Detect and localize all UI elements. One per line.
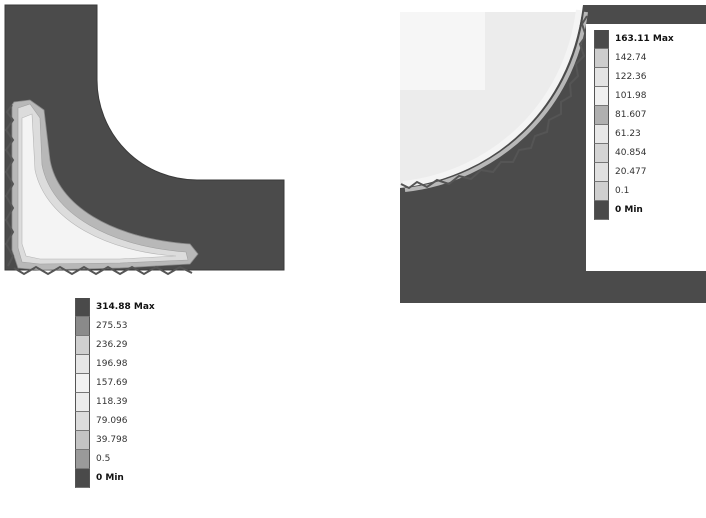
legend-right-entry: 163.11 Max [594, 30, 674, 49]
legend-label: 61.23 [615, 129, 641, 139]
legend-swatch [594, 49, 609, 68]
legend-swatch [75, 355, 90, 374]
legend-swatch [75, 317, 90, 336]
legend-label: 142.74 [615, 53, 647, 63]
legend-swatch [594, 68, 609, 87]
legend-swatch [75, 298, 90, 317]
legend-left-entry: 157.69 [75, 374, 128, 393]
legend-right-entry: 40.854 [594, 144, 647, 163]
legend-swatch [594, 125, 609, 144]
arc-band-light [402, 9, 582, 187]
legend-right-entry: 122.36 [594, 68, 647, 87]
legend-right-entry: 142.74 [594, 49, 647, 68]
legend-left-entry: 39.798 [75, 431, 128, 450]
legend-right-entry: 81.607 [594, 106, 647, 125]
legend-right-entry: 0 Min [594, 201, 643, 220]
legend-swatch [594, 182, 609, 201]
mesh-edge-left [4, 104, 15, 267]
legend-label: 122.36 [615, 72, 647, 82]
legend-left-entry: 79.096 [75, 412, 128, 431]
legend-label: 157.69 [96, 378, 128, 388]
legend-swatch [594, 201, 609, 220]
legend-label: 81.607 [615, 110, 647, 120]
legend-left-entry: 275.53 [75, 317, 128, 336]
legend-swatch [75, 374, 90, 393]
legend-left-entry: 118.39 [75, 393, 128, 412]
legend-label-min: 0 Min [615, 205, 643, 215]
legend-swatch [75, 469, 90, 488]
legend-swatch [594, 30, 609, 49]
legend-swatch [75, 393, 90, 412]
legend-label: 101.98 [615, 91, 647, 101]
legend-left-entry: 314.88 Max [75, 298, 155, 317]
inner-light-square [400, 12, 485, 90]
legend-right-entry: 61.23 [594, 125, 641, 144]
legend-left-entry: 0.5 [75, 450, 110, 469]
legend-label: 0.1 [615, 186, 630, 196]
legend-label: 118.39 [96, 397, 128, 407]
stress-contour-plot-left [4, 4, 285, 276]
arc-band-mid [404, 11, 588, 192]
legend-label-max: 163.11 Max [615, 34, 674, 44]
legend-swatch [75, 450, 90, 469]
legend-right: 163.11 Max 142.74 122.36 101.98 81.607 6… [594, 30, 706, 250]
legend-left-entry: 236.29 [75, 336, 128, 355]
legend-swatch [594, 106, 609, 125]
legend-swatch [594, 163, 609, 182]
contour-band-inner [21, 113, 177, 260]
legend-label-min: 0 Min [96, 473, 124, 483]
legend-label: 196.98 [96, 359, 128, 369]
legend-label: 79.096 [96, 416, 128, 426]
mesh-edge-arc [400, 15, 588, 190]
legend-left-entry: 196.98 [75, 355, 128, 374]
mesh-edge-bottom [13, 265, 193, 276]
legend-label: 40.854 [615, 148, 647, 158]
legend-swatch [75, 336, 90, 355]
legend-label-max: 314.88 Max [96, 302, 155, 312]
legend-label: 20.477 [615, 167, 647, 177]
legend-right-entry: 0.1 [594, 182, 629, 201]
legend-left-entry: 0 Min [75, 469, 124, 488]
legend-label: 275.53 [96, 321, 128, 331]
legend-swatch [594, 144, 609, 163]
legend-swatch [594, 87, 609, 106]
legend-label: 0.5 [96, 454, 111, 464]
legend-label: 39.798 [96, 435, 128, 445]
legend-swatch [75, 431, 90, 450]
legend-label: 236.29 [96, 340, 128, 350]
legend-right-entry: 20.477 [594, 163, 647, 182]
legend-swatch [75, 412, 90, 431]
legend-right-entry: 101.98 [594, 87, 647, 106]
legend-left: 314.88 Max 275.53 236.29 196.98 157.69 1… [75, 298, 215, 518]
